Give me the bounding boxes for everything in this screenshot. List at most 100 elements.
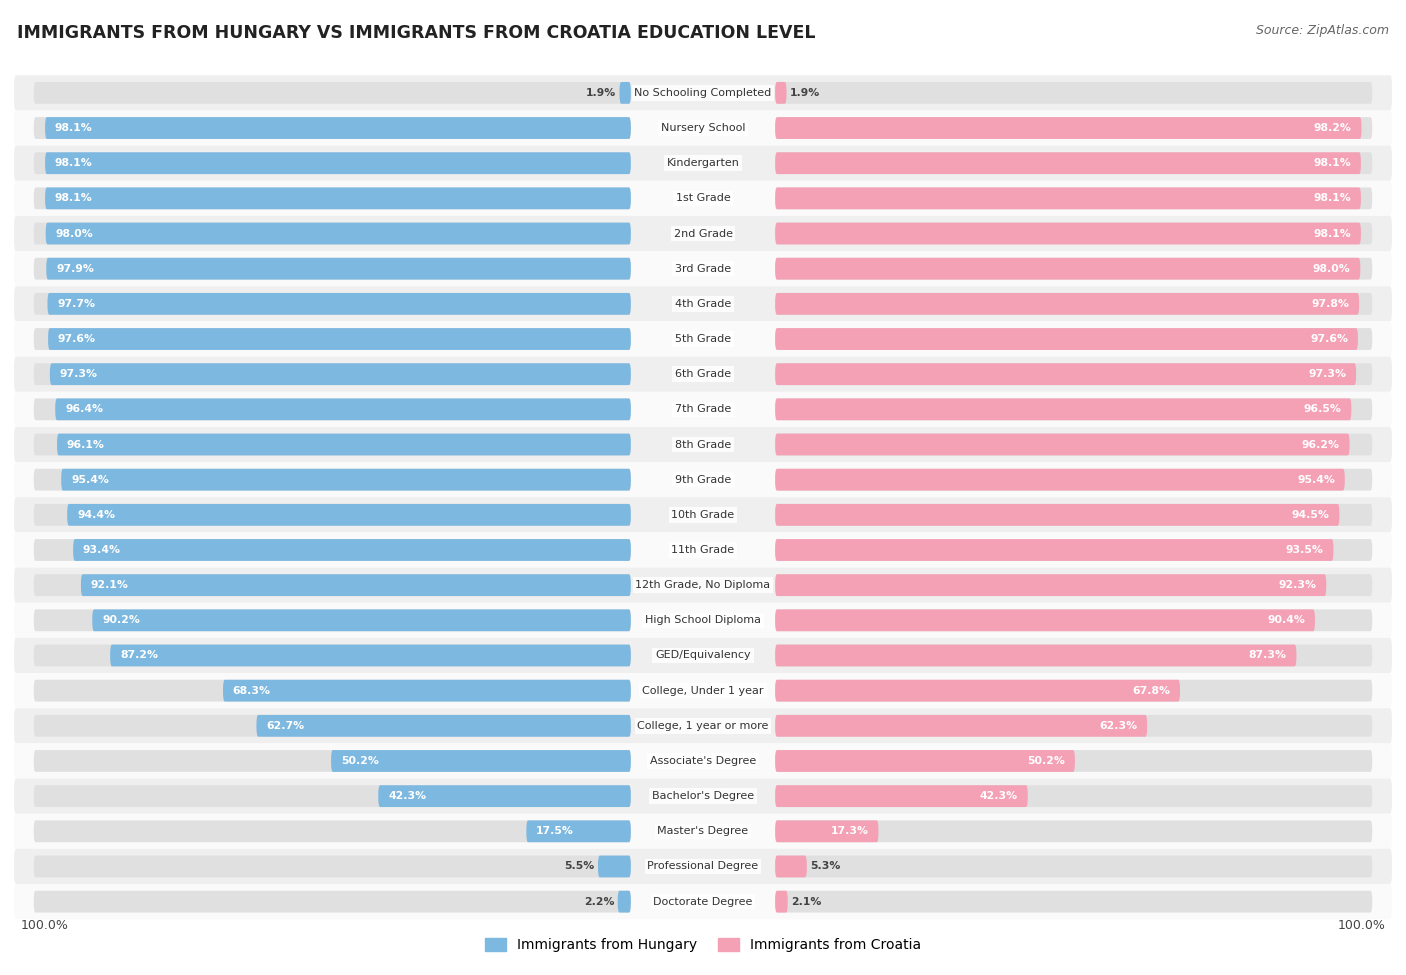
Text: No Schooling Completed: No Schooling Completed: [634, 88, 772, 98]
FancyBboxPatch shape: [775, 644, 1296, 666]
FancyBboxPatch shape: [73, 539, 631, 561]
FancyBboxPatch shape: [67, 504, 631, 526]
FancyBboxPatch shape: [775, 750, 1076, 772]
FancyBboxPatch shape: [34, 222, 631, 245]
Text: 97.7%: 97.7%: [58, 299, 96, 309]
FancyBboxPatch shape: [775, 434, 1350, 455]
FancyBboxPatch shape: [775, 187, 1361, 210]
FancyBboxPatch shape: [14, 497, 1392, 532]
FancyBboxPatch shape: [775, 329, 1358, 350]
FancyBboxPatch shape: [14, 708, 1392, 743]
FancyBboxPatch shape: [775, 364, 1372, 385]
FancyBboxPatch shape: [14, 145, 1392, 180]
Text: 17.5%: 17.5%: [536, 826, 574, 837]
Text: 97.3%: 97.3%: [1309, 370, 1347, 379]
FancyBboxPatch shape: [34, 504, 631, 526]
Text: Nursery School: Nursery School: [661, 123, 745, 133]
FancyBboxPatch shape: [14, 75, 1392, 110]
FancyBboxPatch shape: [620, 82, 631, 103]
FancyBboxPatch shape: [14, 849, 1392, 884]
FancyBboxPatch shape: [775, 609, 1372, 631]
FancyBboxPatch shape: [34, 609, 631, 631]
FancyBboxPatch shape: [34, 364, 631, 385]
Text: Source: ZipAtlas.com: Source: ZipAtlas.com: [1256, 24, 1389, 37]
FancyBboxPatch shape: [14, 779, 1392, 814]
Text: 5.5%: 5.5%: [564, 862, 595, 872]
FancyBboxPatch shape: [34, 539, 631, 561]
FancyBboxPatch shape: [48, 329, 631, 350]
FancyBboxPatch shape: [14, 252, 1392, 287]
Text: 97.8%: 97.8%: [1312, 299, 1350, 309]
FancyBboxPatch shape: [775, 891, 787, 913]
FancyBboxPatch shape: [34, 820, 631, 842]
FancyBboxPatch shape: [775, 399, 1372, 420]
Text: 95.4%: 95.4%: [1298, 475, 1334, 485]
Text: 87.3%: 87.3%: [1249, 650, 1286, 660]
FancyBboxPatch shape: [775, 469, 1372, 490]
Text: 2nd Grade: 2nd Grade: [673, 228, 733, 239]
Text: 9th Grade: 9th Grade: [675, 475, 731, 485]
FancyBboxPatch shape: [46, 257, 631, 280]
Text: 2.2%: 2.2%: [583, 897, 614, 907]
FancyBboxPatch shape: [34, 750, 631, 772]
FancyBboxPatch shape: [34, 434, 631, 455]
FancyBboxPatch shape: [93, 609, 631, 631]
FancyBboxPatch shape: [14, 287, 1392, 322]
Text: 96.1%: 96.1%: [67, 440, 105, 449]
Text: 4th Grade: 4th Grade: [675, 299, 731, 309]
FancyBboxPatch shape: [14, 673, 1392, 708]
Text: 93.5%: 93.5%: [1285, 545, 1323, 555]
Text: 98.1%: 98.1%: [1313, 193, 1351, 204]
Text: 92.1%: 92.1%: [91, 580, 128, 590]
FancyBboxPatch shape: [14, 215, 1392, 252]
FancyBboxPatch shape: [775, 680, 1180, 702]
Text: 98.1%: 98.1%: [55, 158, 93, 169]
FancyBboxPatch shape: [775, 117, 1372, 138]
FancyBboxPatch shape: [775, 222, 1361, 245]
Text: Doctorate Degree: Doctorate Degree: [654, 897, 752, 907]
FancyBboxPatch shape: [14, 603, 1392, 638]
Text: 2.1%: 2.1%: [792, 897, 821, 907]
Text: 98.1%: 98.1%: [1313, 228, 1351, 239]
FancyBboxPatch shape: [775, 469, 1344, 490]
FancyBboxPatch shape: [775, 82, 786, 103]
Text: GED/Equivalency: GED/Equivalency: [655, 650, 751, 660]
FancyBboxPatch shape: [775, 715, 1147, 737]
Text: 98.0%: 98.0%: [55, 228, 93, 239]
FancyBboxPatch shape: [34, 680, 631, 702]
Text: 92.3%: 92.3%: [1278, 580, 1316, 590]
FancyBboxPatch shape: [775, 680, 1372, 702]
Text: 96.5%: 96.5%: [1303, 405, 1341, 414]
Text: 50.2%: 50.2%: [1028, 756, 1066, 766]
FancyBboxPatch shape: [775, 891, 1372, 913]
FancyBboxPatch shape: [775, 820, 1372, 842]
FancyBboxPatch shape: [775, 820, 879, 842]
FancyBboxPatch shape: [526, 820, 631, 842]
FancyBboxPatch shape: [34, 785, 631, 807]
Text: 68.3%: 68.3%: [233, 685, 271, 695]
FancyBboxPatch shape: [34, 257, 631, 280]
FancyBboxPatch shape: [62, 469, 631, 490]
FancyBboxPatch shape: [34, 399, 631, 420]
Text: 10th Grade: 10th Grade: [672, 510, 734, 520]
FancyBboxPatch shape: [49, 364, 631, 385]
Text: 5.3%: 5.3%: [810, 862, 841, 872]
Text: Master's Degree: Master's Degree: [658, 826, 748, 837]
FancyBboxPatch shape: [775, 609, 1315, 631]
FancyBboxPatch shape: [48, 292, 631, 315]
FancyBboxPatch shape: [34, 187, 631, 210]
FancyBboxPatch shape: [598, 856, 631, 878]
Text: Bachelor's Degree: Bachelor's Degree: [652, 791, 754, 801]
FancyBboxPatch shape: [55, 399, 631, 420]
FancyBboxPatch shape: [34, 329, 631, 350]
Text: 3rd Grade: 3rd Grade: [675, 263, 731, 274]
Text: 98.2%: 98.2%: [1313, 123, 1351, 133]
FancyBboxPatch shape: [14, 814, 1392, 849]
Text: IMMIGRANTS FROM HUNGARY VS IMMIGRANTS FROM CROATIA EDUCATION LEVEL: IMMIGRANTS FROM HUNGARY VS IMMIGRANTS FR…: [17, 24, 815, 42]
FancyBboxPatch shape: [775, 856, 1372, 878]
Text: 96.2%: 96.2%: [1302, 440, 1340, 449]
Text: Associate's Degree: Associate's Degree: [650, 756, 756, 766]
Text: 67.8%: 67.8%: [1132, 685, 1170, 695]
FancyBboxPatch shape: [775, 152, 1372, 175]
FancyBboxPatch shape: [14, 638, 1392, 673]
